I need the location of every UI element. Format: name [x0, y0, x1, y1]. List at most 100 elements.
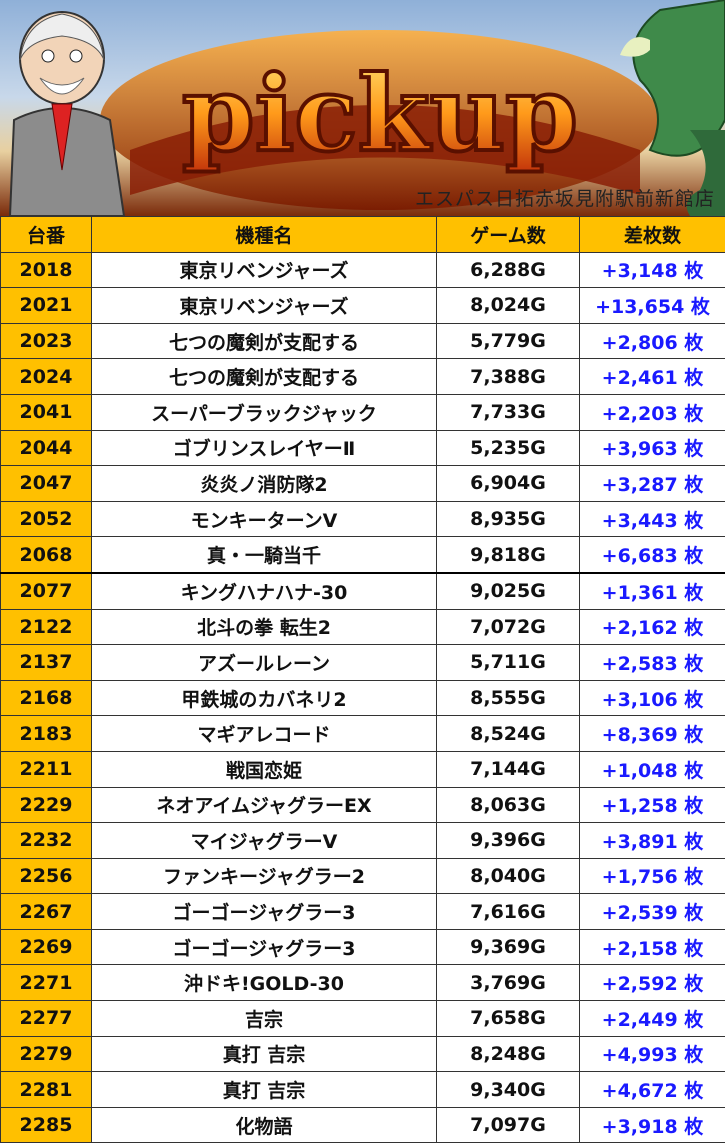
machine-name-cell: 七つの魔剣が支配する: [91, 358, 437, 395]
pickup-logo: pickup: [182, 52, 578, 175]
machine-name-cell: マイジャグラーV: [91, 822, 437, 859]
coin-difference-cell: +3,443 枚: [579, 500, 725, 538]
game-count-cell: 5,779G: [436, 322, 580, 360]
machine-name-cell: キングハナハナ-30: [91, 571, 437, 610]
pickup-banner: pickup エスパス日拓赤坂見附駅前新館店: [0, 0, 725, 216]
coin-difference-cell: +1,048 枚: [579, 750, 725, 788]
coin-difference-cell: +2,806 枚: [579, 322, 725, 360]
game-count-cell: 9,025G: [436, 571, 580, 610]
game-count-cell: 7,072G: [436, 608, 580, 646]
game-count-cell: 9,396G: [436, 822, 580, 859]
machine-name-cell: 東京リベンジャーズ: [91, 251, 437, 289]
machine-number-cell: 2021: [0, 287, 92, 324]
coin-difference-cell: +4,672 枚: [579, 1071, 725, 1108]
machine-number-cell: 2267: [0, 893, 92, 930]
machine-name-cell: 化物語: [91, 1106, 437, 1144]
coin-difference-cell: +3,148 枚: [579, 251, 725, 289]
table-row: 2068 真・一騎当千 9,818G +6,683 枚: [0, 536, 725, 574]
table-row: 2044 ゴブリンスレイヤーⅡ 5,235G +3,963 枚: [0, 429, 725, 467]
old-man-character-icon: [8, 11, 126, 216]
machine-number-cell: 2277: [0, 1000, 92, 1037]
machine-number-cell: 2068: [0, 536, 92, 574]
table-row: 2277 吉宗 7,658G +2,449 枚: [0, 1000, 725, 1037]
coin-difference-cell: +3,891 枚: [579, 822, 725, 859]
machine-name-cell: スーパーブラックジャック: [91, 393, 437, 431]
table-row: 2122 北斗の拳 転生2 7,072G +2,162 枚: [0, 608, 725, 646]
table-row: 2041 スーパーブラックジャック 7,733G +2,203 枚: [0, 393, 725, 431]
coin-difference-cell: +8,369 枚: [579, 715, 725, 752]
header-machine-name: 機種名: [91, 216, 437, 253]
machine-number-cell: 2183: [0, 715, 92, 752]
table-row: 2271 沖ドキ!GOLD-30 3,769G +2,592 枚: [0, 964, 725, 1002]
table-row: 2018 東京リベンジャーズ 6,288G +3,148 枚: [0, 251, 725, 289]
machine-name-cell: ゴブリンスレイヤーⅡ: [91, 429, 437, 467]
machine-number-cell: 2232: [0, 822, 92, 859]
machine-name-cell: 沖ドキ!GOLD-30: [91, 964, 437, 1002]
table-row: 2021 東京リベンジャーズ 8,024G +13,654 枚: [0, 287, 725, 324]
game-count-cell: 9,818G: [436, 536, 580, 574]
machine-number-cell: 2285: [0, 1106, 92, 1144]
machine-name-cell: 炎炎ノ消防隊2: [91, 465, 437, 502]
header-coin-difference: 差枚数: [579, 216, 725, 253]
banner-art: pickup: [8, 0, 725, 216]
coin-difference-cell: +6,683 枚: [579, 536, 725, 574]
coin-difference-cell: +2,162 枚: [579, 608, 725, 646]
machine-name-cell: 甲鉄城のカバネリ2: [91, 679, 437, 717]
game-count-cell: 8,063G: [436, 786, 580, 824]
table-row: 2279 真打 吉宗 8,248G +4,993 枚: [0, 1035, 725, 1073]
game-count-cell: 7,616G: [436, 893, 580, 930]
table-row: 2077 キングハナハナ-30 9,025G +1,361 枚: [0, 571, 725, 610]
machine-name-cell: ファンキージャグラー2: [91, 857, 437, 895]
machine-name-cell: 真打 吉宗: [91, 1071, 437, 1108]
coin-difference-cell: +3,918 枚: [579, 1106, 725, 1144]
table-row: 2137 アズールレーン 5,711G +2,583 枚: [0, 644, 725, 681]
game-count-cell: 8,040G: [436, 857, 580, 895]
coin-difference-cell: +2,583 枚: [579, 644, 725, 681]
machine-number-cell: 2041: [0, 393, 92, 431]
table-row: 2047 炎炎ノ消防隊2 6,904G +3,287 枚: [0, 465, 725, 502]
table-row: 2256 ファンキージャグラー2 8,040G +1,756 枚: [0, 857, 725, 895]
game-count-cell: 8,248G: [436, 1035, 580, 1073]
machine-name-cell: 北斗の拳 転生2: [91, 608, 437, 646]
game-count-cell: 5,711G: [436, 644, 580, 681]
machine-number-cell: 2271: [0, 964, 92, 1002]
machine-number-cell: 2229: [0, 786, 92, 824]
store-name: エスパス日拓赤坂見附駅前新館店: [414, 188, 715, 210]
machine-number-cell: 2211: [0, 750, 92, 788]
coin-difference-cell: +3,287 枚: [579, 465, 725, 502]
machine-number-cell: 2018: [0, 251, 92, 289]
machine-number-cell: 2077: [0, 571, 92, 610]
game-count-cell: 8,935G: [436, 500, 580, 538]
machine-number-cell: 2281: [0, 1071, 92, 1108]
table-header-row: 台番 機種名 ゲーム数 差枚数: [0, 216, 725, 253]
game-count-cell: 5,235G: [436, 429, 580, 467]
machine-name-cell: 真・一騎当千: [91, 536, 437, 574]
header-machine-number: 台番: [0, 216, 92, 253]
table-row: 2267 ゴーゴージャグラー3 7,616G +2,539 枚: [0, 893, 725, 930]
table-row: 2023 七つの魔剣が支配する 5,779G +2,806 枚: [0, 322, 725, 360]
game-count-cell: 8,555G: [436, 679, 580, 717]
machine-number-cell: 2047: [0, 465, 92, 502]
machine-number-cell: 2137: [0, 644, 92, 681]
machine-number-cell: 2168: [0, 679, 92, 717]
game-count-cell: 7,658G: [436, 1000, 580, 1037]
table-row: 2211 戦国恋姫 7,144G +1,048 枚: [0, 750, 725, 788]
machine-number-cell: 2024: [0, 358, 92, 395]
coin-difference-cell: +1,361 枚: [579, 571, 725, 610]
machine-number-cell: 2052: [0, 500, 92, 538]
machine-name-cell: ゴーゴージャグラー3: [91, 893, 437, 930]
table-row: 2024 七つの魔剣が支配する 7,388G +2,461 枚: [0, 358, 725, 395]
coin-difference-cell: +3,106 枚: [579, 679, 725, 717]
game-count-cell: 9,369G: [436, 928, 580, 966]
coin-difference-cell: +2,158 枚: [579, 928, 725, 966]
pickup-table: 台番 機種名 ゲーム数 差枚数 2018 東京リベンジャーズ 6,288G +3,14…: [0, 216, 725, 1144]
coin-difference-cell: +2,592 枚: [579, 964, 725, 1002]
coin-difference-cell: +2,449 枚: [579, 1000, 725, 1037]
table-row: 2229 ネオアイムジャグラーEX 8,063G +1,258 枚: [0, 786, 725, 824]
coin-difference-cell: +13,654 枚: [579, 287, 725, 324]
machine-number-cell: 2023: [0, 322, 92, 360]
machine-name-cell: マギアレコード: [91, 715, 437, 752]
game-count-cell: 6,904G: [436, 465, 580, 502]
game-count-cell: 7,097G: [436, 1106, 580, 1144]
machine-name-cell: 七つの魔剣が支配する: [91, 322, 437, 360]
